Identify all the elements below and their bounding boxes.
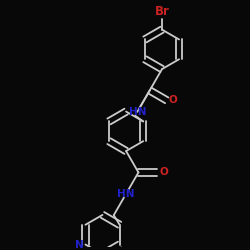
Text: O: O	[169, 95, 178, 105]
Text: HN: HN	[117, 189, 135, 199]
Text: O: O	[160, 168, 168, 177]
Text: Br: Br	[154, 5, 170, 18]
Text: N: N	[75, 240, 84, 250]
Text: HN: HN	[128, 107, 146, 117]
